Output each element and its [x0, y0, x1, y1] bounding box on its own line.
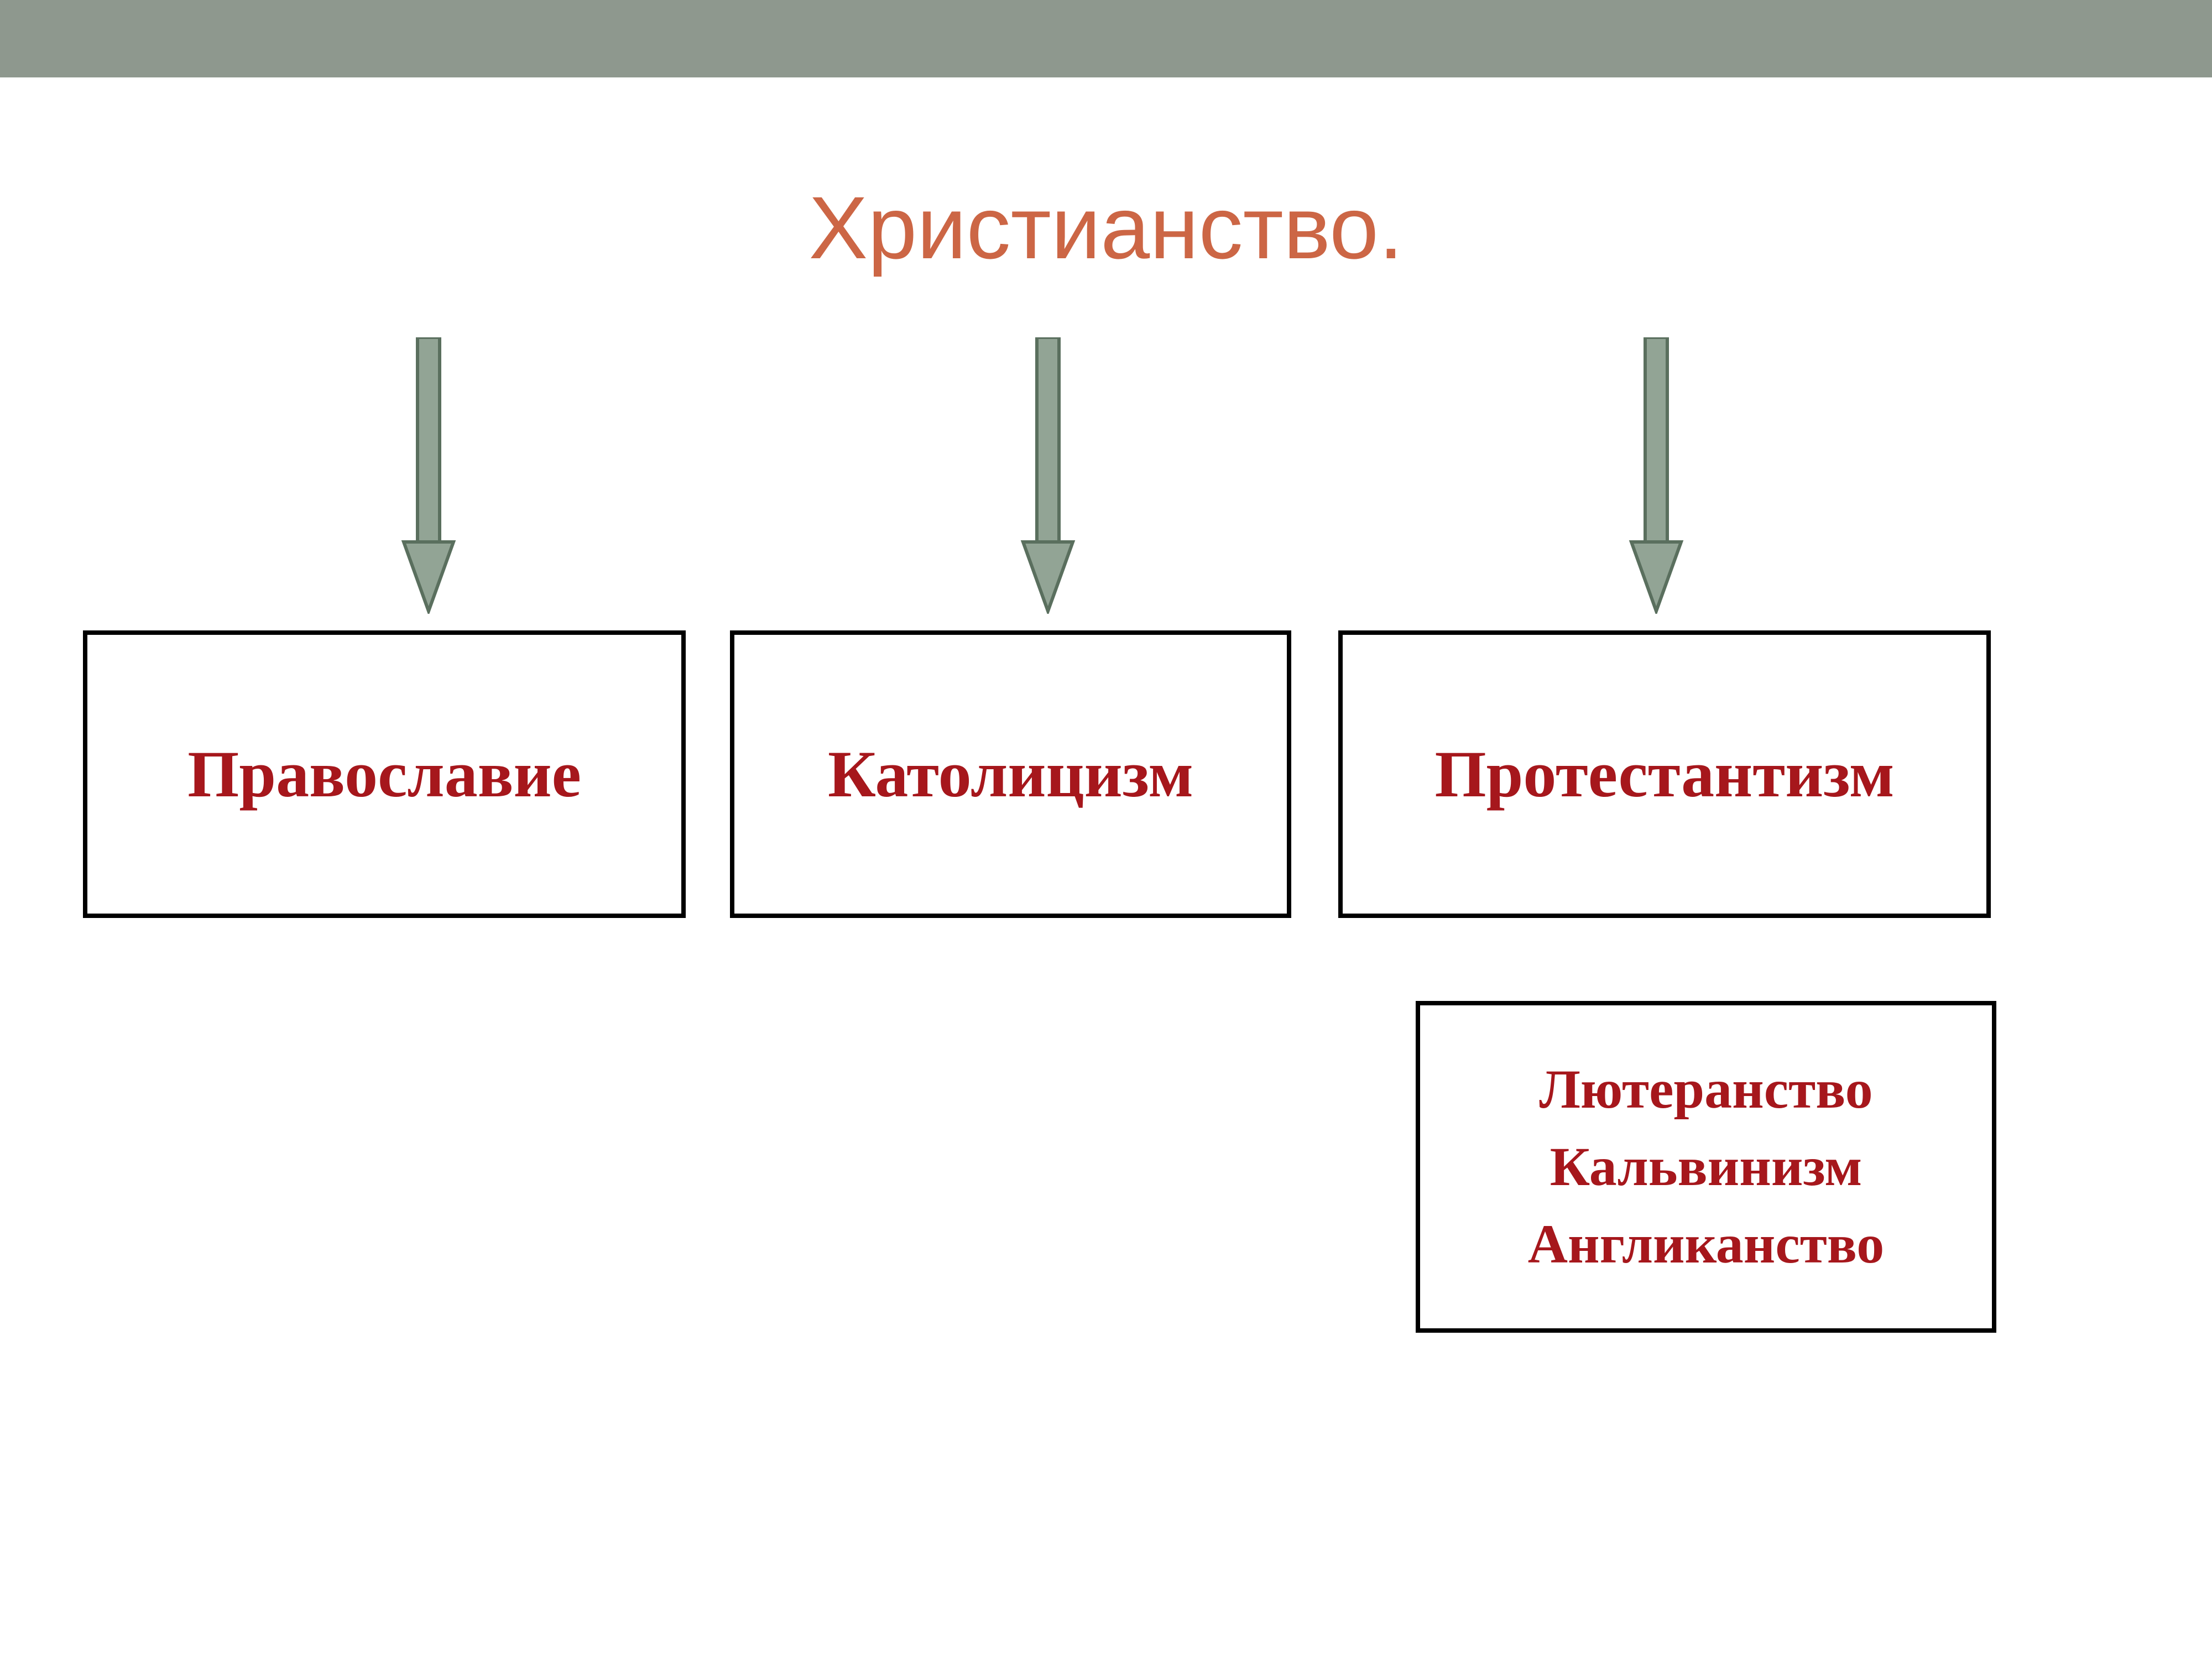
- arrow-icon: [1626, 337, 1687, 614]
- arrow-icon: [1018, 337, 1078, 614]
- sub-item-label: Кальвинизм: [1550, 1131, 1863, 1203]
- branch-label: Католицизм: [828, 736, 1193, 812]
- branch-label: Православие: [187, 736, 581, 812]
- diagram-title: Христианство.: [809, 177, 1404, 279]
- branch-box-orthodoxy: Православие: [83, 630, 686, 918]
- arrow-icon: [398, 337, 459, 614]
- sub-item-label: Англиканство: [1528, 1208, 1884, 1280]
- top-bar: [0, 0, 2212, 77]
- branch-box-protestantism: Протестантизм: [1338, 630, 1991, 918]
- branch-box-catholicism: Католицизм: [730, 630, 1291, 918]
- branch-label: Протестантизм: [1434, 736, 1894, 812]
- sub-item-label: Лютеранство: [1539, 1053, 1872, 1125]
- sub-branch-box: Лютеранство Кальвинизм Англиканство: [1416, 1001, 1996, 1333]
